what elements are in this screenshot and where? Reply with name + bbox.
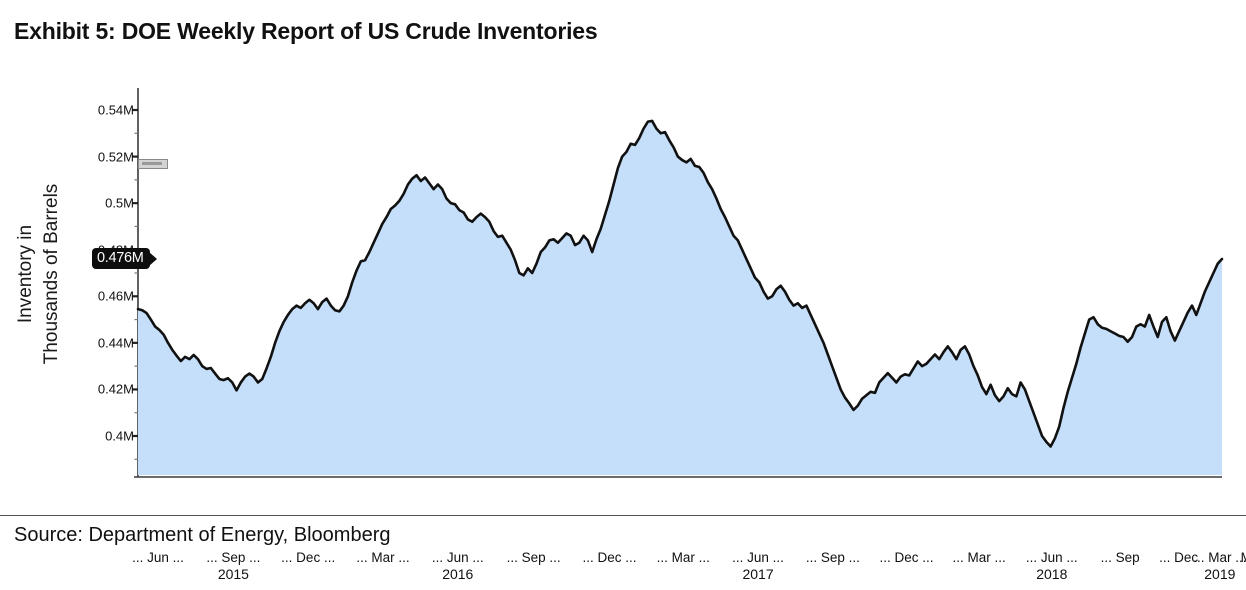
x-axis-tick-year: 2016 [442, 566, 474, 582]
y-axis-tick-label: 0.46M [97, 288, 134, 304]
x-axis-tick: ... Jun ... [132, 550, 184, 566]
x-axis-tick: ... Sep [1101, 550, 1140, 566]
footer-divider [0, 515, 1246, 516]
x-axis-tick: May [1241, 550, 1246, 566]
chart-container: Inventory in Thousands of Barrels 0.4M 0.… [0, 70, 1246, 582]
axis-handle-grip [142, 162, 162, 165]
x-axis-tick: ... Mar ... 2019 [1193, 550, 1246, 583]
y-axis-tick-label: 0.42M [97, 381, 134, 397]
x-axis-tick-month: ... Mar ... [656, 550, 710, 565]
y-axis-tick-label: 0.4M [105, 428, 134, 444]
x-axis-tick-month: ... Dec ... [879, 550, 934, 565]
x-axis-tick-month: May [1241, 550, 1246, 566]
value-tooltip: 0.476M [92, 248, 157, 269]
x-axis-tick: ... Dec [1159, 550, 1198, 566]
x-axis-tick: ... Jun ... 2017 [732, 550, 784, 583]
x-axis-tick-month: ... Sep ... [206, 550, 261, 565]
x-axis-tick-month: ... Mar ... [356, 550, 410, 565]
x-axis-tick: ... Mar ... [657, 550, 710, 566]
x-axis-tick-year: 2015 [217, 566, 249, 582]
x-axis-tick-month: ... Sep [1100, 550, 1140, 565]
x-axis-tick: ... Dec ... [880, 550, 934, 566]
x-axis-tick-month: ... Mar ... [952, 550, 1006, 565]
x-axis-tick-year: 2019 [1204, 566, 1236, 582]
x-axis-tick-month: ... Jun ... [132, 550, 184, 565]
y-axis-tick-label: 0.54M [97, 102, 134, 118]
x-axis-tick-year: 2018 [1036, 566, 1068, 582]
y-axis-tick-label: 0.44M [97, 335, 134, 351]
x-axis-tick-month: ... Dec [1159, 550, 1199, 565]
x-axis-tick-month: ... Sep ... [805, 550, 860, 565]
x-axis-tick: ... Sep ... [806, 550, 860, 566]
x-axis-tick: ... Sep ... [507, 550, 561, 566]
x-axis-tick: ... Mar ... [356, 550, 409, 566]
x-axis-tick: ... Jun ... 2018 [1026, 550, 1078, 583]
axis-handle-widget[interactable] [138, 159, 168, 169]
series-area-fill [138, 120, 1222, 475]
source-note: Source: Department of Energy, Bloomberg [14, 524, 391, 546]
x-axis-tick: ... Dec ... [281, 550, 335, 566]
x-axis-tick-month: ... Jun ... [1025, 550, 1078, 565]
x-axis-tick-labels: ... Jun ...... Sep ... 2015... Dec ......… [0, 550, 1246, 590]
x-axis-tick-month: ... Jun ... [431, 550, 484, 565]
y-axis-tick-label: 0.5M [105, 195, 134, 211]
x-axis-tick: ... Sep ... 2015 [206, 550, 260, 583]
x-axis-tick-month: ... Sep ... [506, 550, 561, 565]
x-axis-tick-month: ... Jun ... [732, 550, 784, 565]
x-axis-tick-month: ... Dec ... [281, 550, 336, 565]
series-line [136, 119, 1224, 448]
y-axis-tick-label: 0.52M [97, 149, 134, 165]
x-axis-tick-year: 2017 [742, 566, 774, 582]
x-axis-tick: ... Dec ... [583, 550, 637, 566]
x-axis-tick-month: ... Dec ... [582, 550, 637, 565]
page-title: Exhibit 5: DOE Weekly Report of US Crude… [14, 18, 598, 44]
x-axis-tick: ... Jun ... 2016 [432, 550, 484, 583]
chart-plot [132, 88, 1224, 478]
x-axis-tick: ... Mar ... [953, 550, 1006, 566]
x-axis-tick-month: ... Mar ... [1193, 550, 1246, 565]
